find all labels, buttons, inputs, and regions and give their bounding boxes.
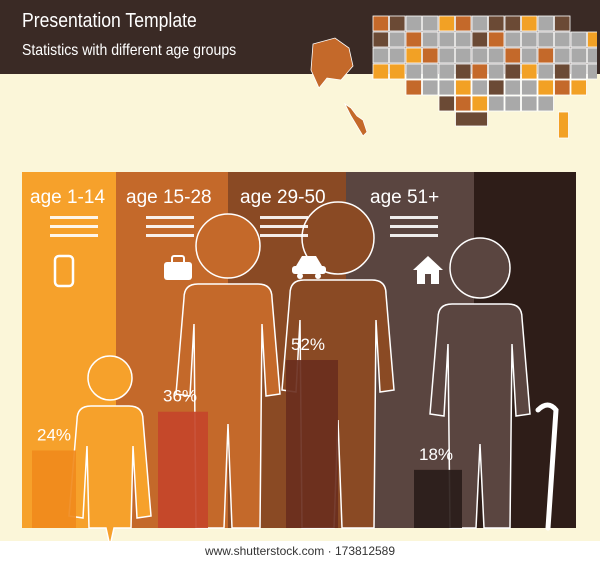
bar-value-label-3: 52% [291,335,325,354]
bar-1 [32,450,76,528]
page-subtitle: Statistics with different age groups [22,42,237,59]
group-icons [53,254,443,288]
briefcase-icon [164,255,192,280]
bar-value-label-1: 24% [37,425,71,444]
cane-icon [535,402,559,531]
bar-4 [414,469,462,528]
text-placeholder-line [146,216,194,219]
car-icon [292,256,326,279]
text-placeholder-line [260,225,308,228]
usa-map-icon [310,15,597,139]
text-placeholder-line [260,216,308,219]
text-placeholder-line [50,225,98,228]
bar-value-label-2: 36% [163,387,197,406]
category-label-2: age 15-28 [126,187,212,208]
category-label-3: age 29-50 [240,187,326,208]
smartphone-icon [53,254,75,288]
house-icon [413,256,443,284]
text-placeholder-line [50,216,98,219]
watermark-footer: www.shutterstock.com · 173812589 [0,541,600,561]
bar-value-label-4: 18% [419,445,453,464]
text-placeholder-line [390,225,438,228]
text-placeholder-line [390,234,438,237]
text-placeholder-line [146,225,194,228]
text-placeholder-line [260,234,308,237]
category-label-1: age 1-14 [30,187,105,208]
bar-2 [158,411,208,528]
bar-3 [286,360,338,528]
person-silhouette-icon [68,355,152,547]
text-placeholder-line [390,216,438,219]
text-placeholder-line [50,234,98,237]
text-placeholder-line [146,234,194,237]
page-title: Presentation Template [22,10,197,32]
category-label-4: age 51+ [370,187,439,208]
